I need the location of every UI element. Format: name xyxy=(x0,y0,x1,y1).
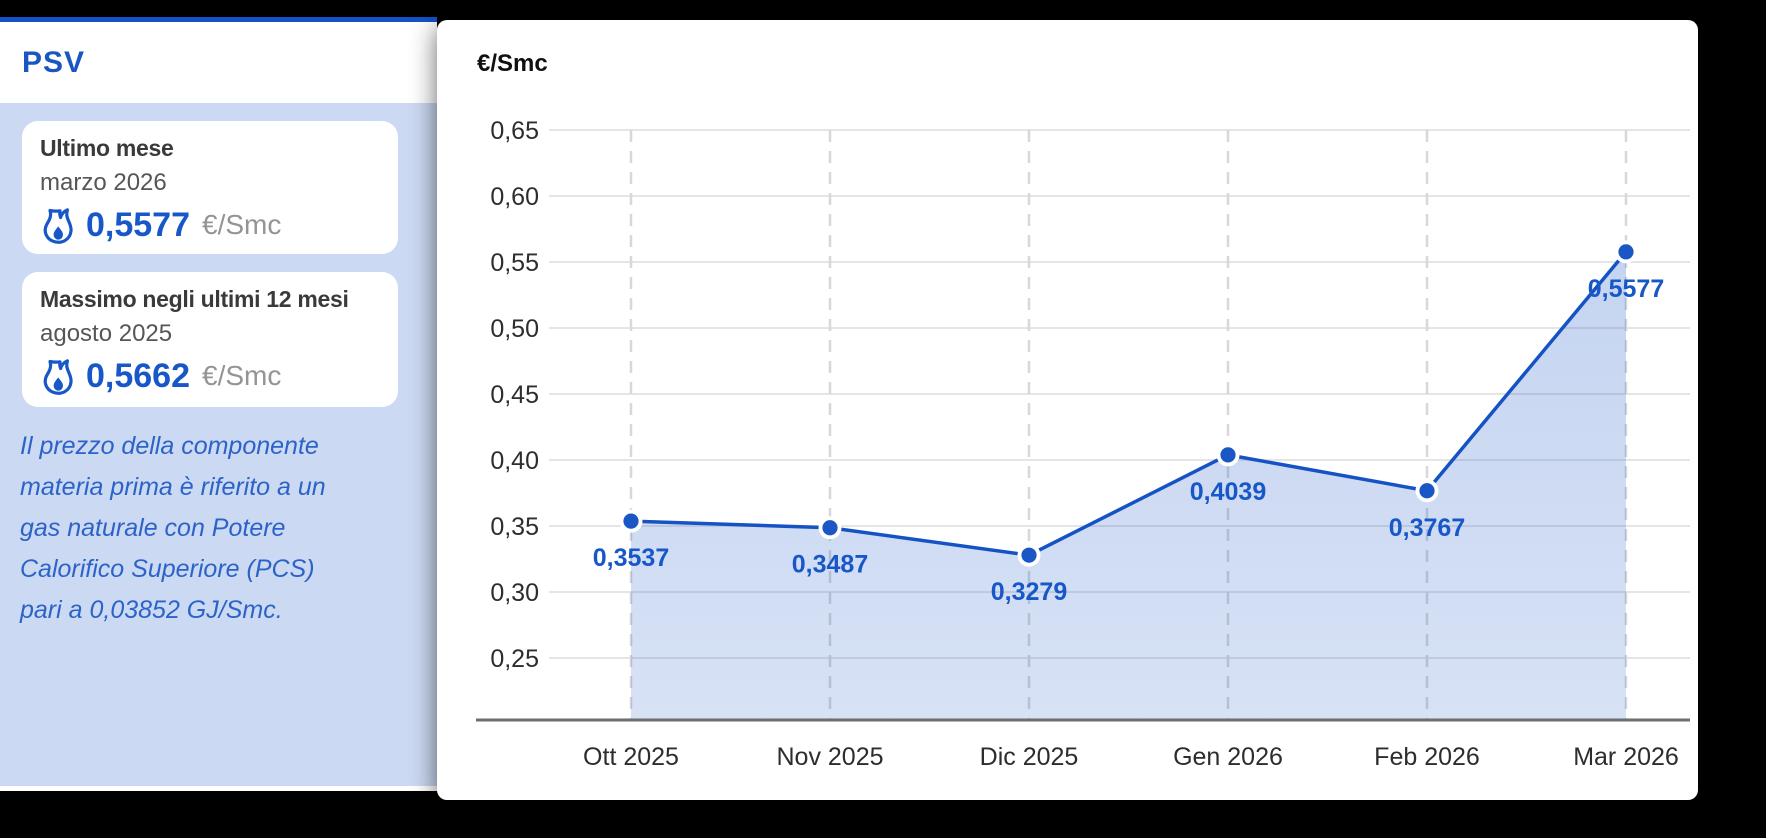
y-tick-label: 0,65 xyxy=(490,117,539,145)
card-title: Ultimo mese xyxy=(40,135,174,161)
data-point-value-label: 0,4039 xyxy=(1190,478,1266,506)
chart-y-axis-title: €/Smc xyxy=(477,50,548,77)
price-value: 0,5577 xyxy=(86,205,190,244)
latest-month-card: Ultimo mese marzo 2026 0,5577 €/Smc xyxy=(22,121,398,254)
x-tick-label: Mar 2026 xyxy=(1573,743,1679,771)
y-tick-label: 0,45 xyxy=(490,381,539,409)
price-unit: €/Smc xyxy=(202,360,282,391)
card-value-row: 0,5662 €/Smc xyxy=(40,356,380,396)
data-point-marker[interactable] xyxy=(1220,447,1236,463)
price-value: 0,5662 xyxy=(86,356,190,395)
y-tick-label: 0,30 xyxy=(490,579,539,607)
x-tick-label: Ott 2025 xyxy=(583,743,679,771)
data-point-value-label: 0,3767 xyxy=(1389,514,1465,542)
y-tick-label: 0,35 xyxy=(490,513,539,541)
card-value-row: 0,5577 €/Smc xyxy=(40,205,380,245)
data-point-value-label: 0,3537 xyxy=(593,544,669,572)
data-point-value-label: 0,3487 xyxy=(792,551,868,579)
psv-price-chart-panel: €/Smc 0,65 0,60 0,55 0,50 0,45 0,40 0,35 0,30 0,… xyxy=(437,20,1698,800)
x-tick-label: Feb 2026 xyxy=(1374,743,1480,771)
card-title: Massimo negli ultimi 12 mesi xyxy=(40,286,349,312)
data-point-value-label: 0,5577 xyxy=(1588,275,1664,303)
x-tick-label: Dic 2025 xyxy=(980,743,1079,771)
psv-sidebar-panel: PSV Ultimo mese marzo 2026 0,5577 €/Smc … xyxy=(0,17,437,791)
gas-flame-icon xyxy=(43,359,73,395)
gas-flame-icon xyxy=(43,208,73,244)
data-point-marker[interactable] xyxy=(623,513,639,529)
x-tick-label: Gen 2026 xyxy=(1173,743,1283,771)
y-tick-label: 0,25 xyxy=(490,645,539,673)
y-tick-label: 0,55 xyxy=(490,249,539,277)
data-point-marker[interactable] xyxy=(822,520,838,536)
area-fill xyxy=(631,251,1626,720)
psv-price-line-chart[interactable]: 0,65 0,60 0,55 0,50 0,45 0,40 0,35 0,30 0,25 Ott … xyxy=(437,20,1698,800)
card-date: agosto 2025 xyxy=(40,320,173,347)
y-tick-label: 0,40 xyxy=(490,447,539,475)
y-tick-label: 0,50 xyxy=(490,315,539,343)
data-point-marker[interactable] xyxy=(1021,547,1037,563)
sidebar-body: Ultimo mese marzo 2026 0,5577 €/Smc Mass… xyxy=(0,103,437,786)
pcs-disclaimer-note: Il prezzo della componente materia prima… xyxy=(20,432,326,624)
price-unit: €/Smc xyxy=(202,209,282,240)
data-point-value-label: 0,3279 xyxy=(991,578,1067,606)
y-tick-label: 0,60 xyxy=(490,183,539,211)
data-point-marker[interactable] xyxy=(1618,244,1634,260)
max-12-months-card: Massimo negli ultimi 12 mesi agosto 2025… xyxy=(22,272,398,407)
data-point-marker[interactable] xyxy=(1419,483,1435,499)
page-title: PSV xyxy=(22,46,86,79)
x-tick-label: Nov 2025 xyxy=(776,743,883,771)
card-date: marzo 2026 xyxy=(40,169,167,196)
price-line xyxy=(630,250,1628,557)
